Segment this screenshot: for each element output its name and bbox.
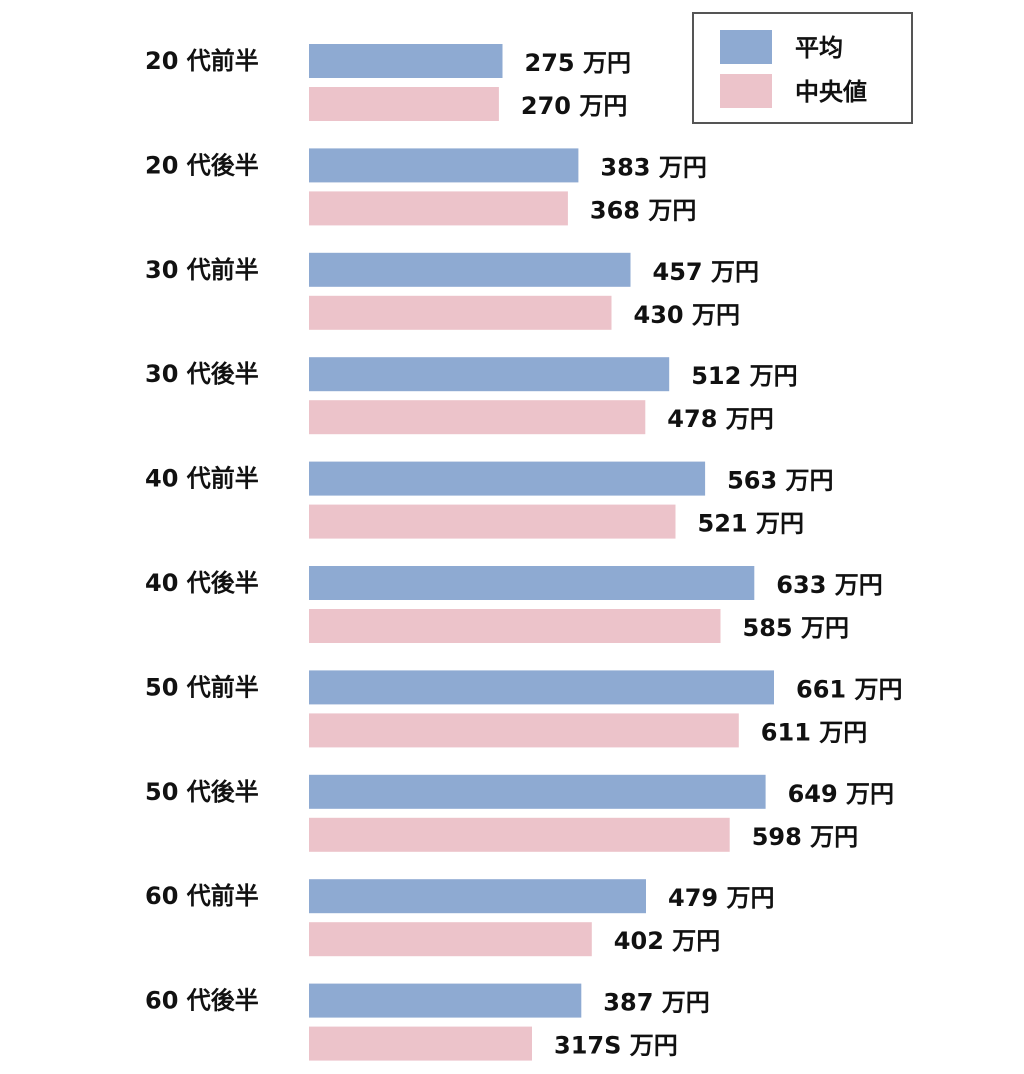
labels-layer: 20 代前半 275 万円 270 万円 20 代後半 383 万円 368 万円 30 代… (145, 47, 902, 1060)
bar-average (309, 148, 579, 183)
bar-average (309, 357, 670, 392)
value-label-average: 275 万円 (525, 49, 631, 77)
bar-median (309, 609, 721, 643)
legend-label-average: 平均 (795, 34, 843, 62)
value-label-median: 402 万円 (614, 927, 720, 955)
legend-swatch-median (720, 74, 772, 108)
bar-median (309, 713, 739, 748)
bar-average (309, 461, 706, 496)
value-label-median: 598 万円 (752, 823, 858, 851)
category-label: 20 代前半 (145, 47, 259, 75)
category-label: 40 代前半 (145, 465, 259, 493)
category-label: 50 代前半 (145, 673, 259, 701)
value-label-average: 479 万円 (668, 884, 774, 912)
value-label-average: 387 万円 (603, 989, 709, 1017)
bar-median (309, 1026, 532, 1061)
bar-average (309, 670, 774, 705)
value-label-median: 368 万円 (590, 196, 696, 224)
category-label: 30 代前半 (145, 256, 259, 284)
value-label-average: 512 万円 (691, 362, 797, 390)
bar-average (309, 983, 582, 1018)
value-label-average: 383 万円 (600, 153, 706, 181)
value-label-median: 611 万円 (761, 718, 867, 746)
category-label: 50 代後半 (145, 778, 259, 806)
bars-layer (309, 44, 774, 1061)
category-label: 30 代後半 (145, 360, 259, 388)
value-label-median: 430 万円 (634, 301, 740, 329)
category-label: 40 代後半 (145, 569, 259, 597)
bar-average (309, 879, 646, 914)
category-label: 60 代後半 (145, 987, 259, 1015)
value-label-median: 585 万円 (743, 614, 849, 642)
value-label-median: 317S 万円 (554, 1032, 678, 1060)
bar-average (309, 44, 503, 78)
bar-median (309, 87, 499, 121)
value-label-average: 457 万円 (653, 258, 759, 286)
bar-median (309, 191, 568, 226)
bar-median (309, 817, 730, 852)
legend: 平均 中央値 (692, 12, 913, 124)
bar-median (309, 295, 612, 330)
value-label-average: 661 万円 (796, 675, 902, 703)
value-label-average: 649 万円 (788, 780, 894, 808)
bar-median (309, 922, 592, 957)
category-label: 20 代後半 (145, 151, 259, 179)
bar-median (309, 400, 646, 435)
bar-average (309, 566, 755, 600)
value-label-median: 478 万円 (667, 405, 773, 433)
value-label-average: 563 万円 (727, 467, 833, 495)
bar-average (309, 252, 631, 287)
bar-average (309, 774, 766, 809)
legend-swatch-average (720, 30, 772, 64)
bar-median (309, 504, 676, 539)
value-label-average: 633 万円 (776, 571, 882, 599)
legend-label-median: 中央値 (795, 78, 867, 106)
category-label: 60 代前半 (145, 882, 259, 910)
value-label-median: 521 万円 (698, 510, 804, 538)
value-label-median: 270 万円 (521, 92, 627, 120)
